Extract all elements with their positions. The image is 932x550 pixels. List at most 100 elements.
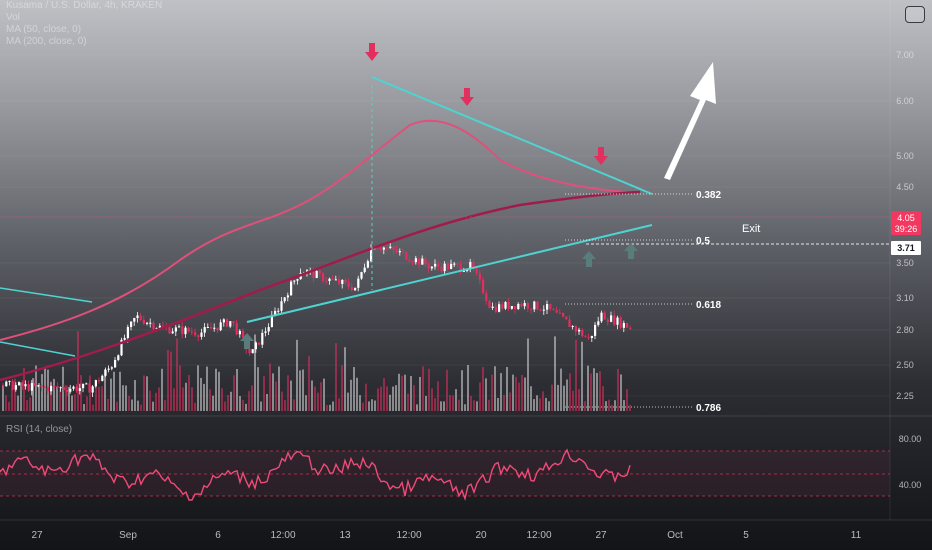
volume-bar	[581, 341, 583, 411]
candle-body	[600, 312, 603, 322]
rsi-tick: 40.00	[899, 480, 922, 490]
volume-bar	[608, 399, 610, 411]
candle-body	[174, 327, 177, 332]
volume-bar	[485, 378, 487, 411]
volume-bar	[176, 338, 178, 411]
candle-body	[366, 261, 369, 268]
candle-body	[88, 383, 91, 393]
volume-bar	[557, 384, 559, 411]
candle-body	[440, 266, 443, 272]
volume-bar	[593, 368, 595, 411]
candle-body	[510, 306, 513, 309]
volume-bar	[158, 387, 160, 411]
volume-bar	[302, 369, 304, 411]
candle-body	[120, 339, 123, 356]
support-line	[246, 224, 653, 323]
volume-bar	[284, 400, 286, 411]
candle-body	[200, 332, 203, 337]
volume-bar	[443, 401, 445, 411]
candle-body	[350, 286, 353, 291]
candle-body	[370, 248, 373, 262]
candle-body	[264, 331, 267, 333]
candle-body	[315, 270, 318, 278]
rsi-tick: 80.00	[899, 434, 922, 444]
volume-bar	[161, 368, 163, 411]
candle-body	[398, 251, 401, 253]
volume-bar	[338, 398, 340, 411]
volume-bar	[518, 382, 520, 411]
volume-bar	[626, 389, 628, 411]
candle-body	[290, 281, 293, 296]
candle-body	[56, 386, 59, 388]
volume-bar	[317, 392, 319, 411]
candle-body	[578, 329, 581, 332]
candle-body	[283, 297, 286, 302]
candle-body	[242, 330, 245, 338]
volume-bar	[95, 387, 97, 411]
volume-bar	[629, 404, 631, 411]
volume-bar	[203, 383, 205, 411]
candle-body	[610, 315, 613, 322]
volume-bar	[236, 368, 238, 411]
candle-body	[504, 301, 507, 309]
volume-bar	[482, 367, 484, 411]
candle-body	[462, 270, 465, 272]
volume-bar	[386, 386, 388, 411]
volume-bar	[344, 347, 346, 411]
candle-body	[613, 315, 616, 325]
volume-bar	[98, 386, 100, 411]
volume-bar	[575, 339, 577, 411]
candle-body	[59, 387, 62, 389]
volume-bar	[470, 395, 472, 411]
volume-bar	[488, 399, 490, 411]
candle-body	[85, 383, 88, 385]
volume-bar	[434, 398, 436, 411]
volume-bar	[440, 401, 442, 411]
fib-label: 0.618	[696, 300, 721, 311]
candle-body	[37, 385, 40, 387]
volume-bar	[110, 378, 112, 411]
volume-bar	[374, 400, 376, 411]
volume-bar	[620, 374, 622, 411]
candle-body	[594, 324, 597, 336]
volume-bar	[389, 394, 391, 411]
candle-body	[523, 303, 526, 307]
candle-body	[418, 258, 421, 265]
candle-body	[552, 308, 555, 310]
candle-body	[472, 261, 475, 269]
candle-body	[146, 322, 149, 324]
volume-bar	[137, 400, 139, 411]
snapshot-icon[interactable]	[905, 6, 925, 23]
volume-bar	[32, 378, 34, 411]
volume-bar	[122, 385, 124, 411]
candle-body	[136, 315, 139, 319]
candle-body	[75, 386, 78, 391]
volume-bar	[287, 375, 289, 411]
volume-bar	[503, 395, 505, 411]
candle-body	[443, 263, 446, 272]
price-badge-value: 4.05	[897, 213, 915, 223]
up-arrow-icon	[624, 243, 638, 259]
candle-body	[584, 336, 587, 338]
volume-bar	[128, 395, 130, 411]
candle-body	[558, 312, 561, 314]
candle-body	[162, 325, 165, 327]
volume-bar	[29, 397, 31, 411]
candle-body	[53, 385, 56, 387]
volume-bar	[572, 390, 574, 411]
candle-body	[219, 322, 222, 331]
candle-body	[8, 380, 11, 382]
volume-bar	[446, 369, 448, 411]
candle-body	[539, 309, 542, 311]
y-tick-label: 3.50	[896, 258, 914, 268]
volume-bar	[458, 399, 460, 411]
candle-body	[107, 368, 110, 370]
price-badge-timer: 39:26	[895, 224, 918, 234]
x-tick-label: 20	[475, 530, 487, 541]
volume-bar	[188, 374, 190, 411]
candle-body	[318, 270, 321, 274]
volume-bar	[167, 350, 169, 411]
exit-label: Exit	[742, 223, 760, 235]
candle-body	[178, 326, 181, 328]
